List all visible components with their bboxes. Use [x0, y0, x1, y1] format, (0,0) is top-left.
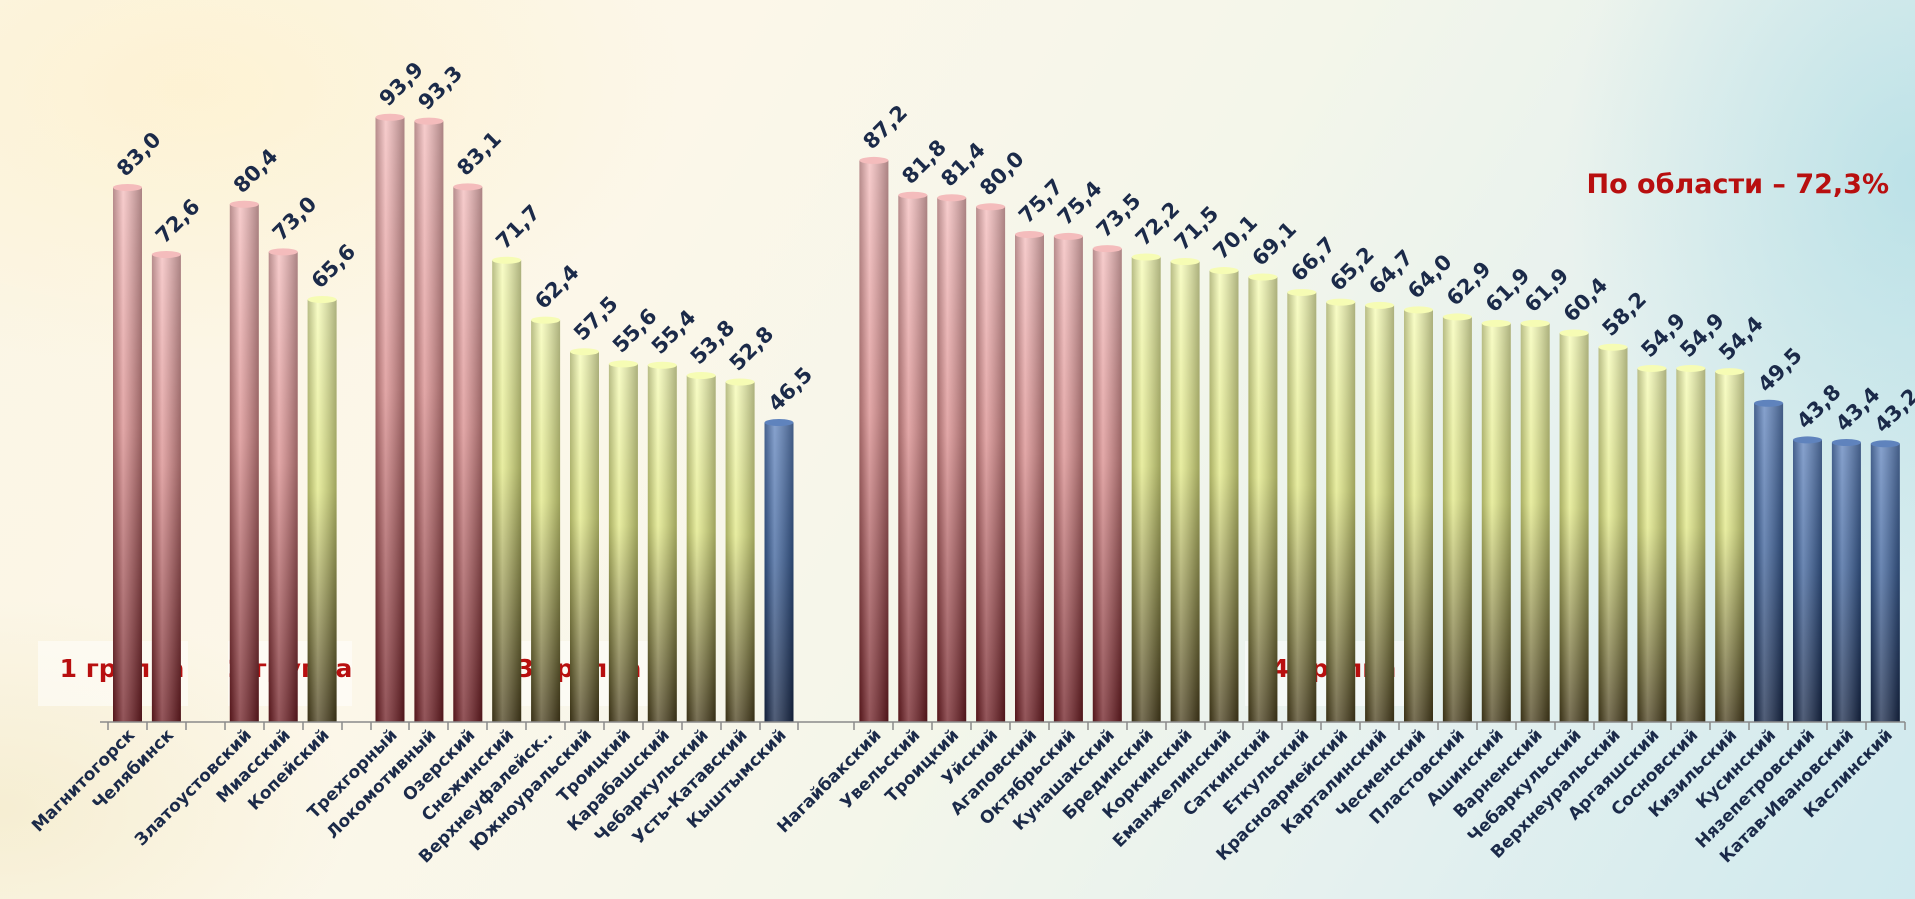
bar: [414, 117, 444, 722]
bar: [1520, 319, 1550, 722]
bar: [375, 113, 405, 722]
bar-value-label: 65,6: [307, 239, 361, 293]
bar: [1365, 301, 1395, 722]
bar-value-label: 87,2: [858, 100, 912, 154]
category-labels: МагнитогорскЧелябинскЗлатоустовскийМиасс…: [28, 725, 1897, 867]
bar: [1170, 258, 1200, 722]
bar-value-label: 72,6: [151, 194, 205, 248]
bar: [764, 419, 794, 722]
bar-value-label: 62,4: [530, 260, 584, 314]
bar: [1131, 253, 1161, 722]
bar: [492, 256, 522, 722]
region-total-annotation: По области – 72,3%: [1587, 169, 1889, 200]
bar: [453, 183, 483, 722]
bar: [1637, 364, 1667, 722]
bar: [1598, 343, 1628, 722]
bar: [898, 191, 928, 722]
bar: [976, 203, 1006, 723]
bar: [531, 316, 561, 722]
bar: [1015, 230, 1044, 722]
bar: [1559, 329, 1589, 722]
bar: [1754, 399, 1784, 722]
bar: [725, 378, 755, 722]
bar-value-label: 83,1: [452, 127, 506, 181]
bar-value-label: 46,5: [764, 362, 818, 416]
bar: [1676, 364, 1706, 722]
bar: [113, 183, 142, 723]
bar: [1209, 267, 1239, 722]
bar: [647, 361, 677, 722]
bar: [608, 360, 638, 722]
bar: [1715, 368, 1745, 722]
bar: [1092, 245, 1122, 722]
bar: [229, 200, 259, 722]
bar-value-label: 73,0: [268, 192, 322, 246]
bar: [686, 372, 716, 722]
bar: [268, 248, 298, 722]
bar: [1481, 319, 1511, 722]
bar: [1326, 298, 1356, 722]
bar: [151, 250, 181, 722]
bar-value-label: 71,7: [491, 200, 545, 254]
bar: [859, 156, 889, 722]
bar-value-label: 83,0: [112, 127, 166, 181]
bar: [1442, 313, 1472, 722]
bar: [1287, 288, 1317, 722]
bar-value-label: 80,4: [229, 144, 283, 198]
bar: [307, 296, 337, 722]
bar-value-label: 54,9: [1636, 308, 1690, 362]
x-axis-ticks: [107, 722, 1906, 730]
bar: [1870, 440, 1900, 722]
bar: [1831, 439, 1861, 722]
bar: [1053, 232, 1083, 722]
bar: [1793, 436, 1822, 722]
bar-value-label: 49,5: [1753, 343, 1807, 397]
bar: [1404, 306, 1433, 722]
bars: [113, 113, 1900, 723]
bar: [570, 348, 599, 722]
bar: [1248, 273, 1278, 722]
bar: [937, 194, 967, 722]
